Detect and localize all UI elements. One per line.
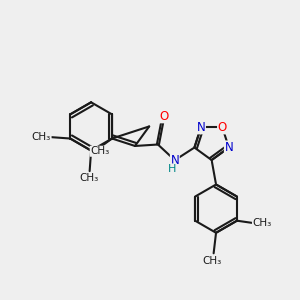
Text: H: H — [168, 164, 177, 174]
Text: CH₃: CH₃ — [253, 218, 272, 228]
Text: N: N — [196, 121, 206, 134]
Text: CH₃: CH₃ — [80, 173, 99, 184]
Text: O: O — [218, 121, 227, 134]
Text: O: O — [159, 110, 168, 123]
Text: CH₃: CH₃ — [32, 132, 51, 142]
Text: N: N — [224, 141, 233, 154]
Text: CH₃: CH₃ — [202, 256, 222, 266]
Text: N: N — [170, 154, 179, 167]
Text: CH₃: CH₃ — [90, 146, 110, 156]
